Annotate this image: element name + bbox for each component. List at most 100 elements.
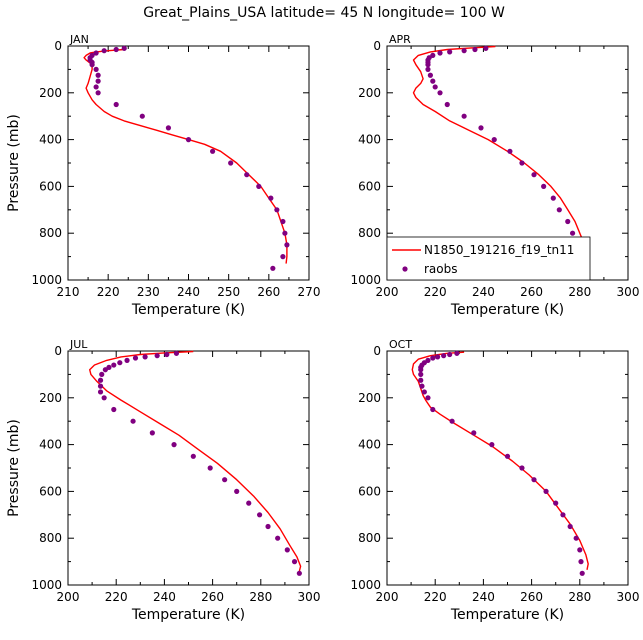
raobs-point — [111, 362, 117, 368]
x-tick-label: 300 — [617, 285, 640, 299]
raobs-point — [430, 406, 436, 413]
raobs-point — [421, 389, 427, 395]
raobs-point — [437, 50, 443, 56]
model-profile-line — [412, 45, 587, 264]
raobs-point — [210, 148, 216, 154]
raobs-point — [419, 383, 425, 389]
raobs-point — [430, 355, 436, 361]
raobs-point — [95, 90, 101, 96]
raobs-point — [579, 570, 585, 576]
x-tick-label: 200 — [376, 590, 399, 604]
raobs-point — [282, 230, 288, 236]
raobs-point — [444, 101, 450, 108]
y-tick-label: 0 — [373, 344, 381, 358]
raobs-point — [89, 62, 95, 68]
raobs-point — [519, 160, 525, 166]
raobs-point — [265, 523, 271, 530]
raobs-point — [461, 113, 467, 119]
raobs-point — [491, 137, 497, 143]
raobs-point — [185, 137, 192, 143]
y-tick-label: 400 — [39, 133, 62, 147]
raobs-point — [418, 367, 424, 373]
x-tick-label: 280 — [249, 590, 272, 604]
raobs-point — [173, 350, 180, 356]
y-tick-label: 0 — [54, 39, 62, 53]
raobs-point — [504, 453, 511, 459]
raobs-point — [550, 195, 556, 201]
raobs-point — [489, 442, 495, 448]
raobs-point — [435, 354, 441, 360]
raobs-point — [246, 500, 252, 506]
raobs-point — [93, 66, 99, 72]
x-tick-label: 240 — [153, 590, 176, 604]
raobs-point — [154, 353, 160, 359]
y-tick-label: 400 — [39, 438, 62, 452]
raobs-point — [418, 377, 424, 383]
raobs-point — [296, 570, 302, 576]
x-tick-label: 260 — [520, 590, 543, 604]
raobs-point — [117, 360, 123, 366]
x-tick-label: 200 — [376, 285, 399, 299]
raobs-point — [207, 465, 213, 471]
raobs-point — [531, 477, 537, 483]
raobs-point — [190, 453, 196, 459]
y-tick-label: 200 — [39, 391, 62, 405]
y-tick-label: 800 — [39, 531, 62, 545]
raobs-point — [228, 160, 234, 166]
raobs-point — [93, 50, 99, 56]
y-tick-label: 0 — [373, 39, 381, 53]
x-tick-label: 220 — [105, 590, 128, 604]
raobs-point — [425, 62, 431, 68]
raobs-point — [569, 230, 576, 236]
raobs-point — [99, 371, 105, 377]
raobs-point — [142, 354, 148, 360]
raobs-point — [430, 78, 436, 84]
model-profile-line — [88, 350, 302, 572]
raobs-point — [97, 383, 104, 389]
raobs-point — [441, 353, 447, 359]
raobs-point — [507, 148, 513, 154]
raobs-point — [97, 377, 104, 383]
y-axis-label: Pressure (mb) — [6, 419, 22, 517]
raobs-point — [256, 183, 262, 189]
x-axis-label: Temperature (K) — [131, 607, 245, 623]
panel-apr: 200 220 240 260 280 300 0 200 400 600 800 1000 Tempe… — [350, 33, 639, 318]
raobs-point — [139, 113, 145, 119]
raobs-point — [284, 547, 290, 553]
raobs-point — [432, 84, 438, 90]
raobs-point — [291, 559, 298, 565]
raobs-point — [97, 389, 104, 395]
raobs-point — [437, 90, 443, 96]
x-tick-label: 280 — [568, 590, 591, 604]
panels: 210 220 230 240 250 260 270 0 200 400 600 800 1000 Te… — [6, 33, 639, 623]
raobs-point — [425, 395, 431, 401]
raobs-point — [234, 488, 240, 494]
x-tick-label: 220 — [97, 285, 120, 299]
raobs-point — [573, 535, 579, 541]
y-tick-label: 800 — [358, 226, 381, 240]
x-tick-label: 260 — [520, 285, 543, 299]
raobs-point — [483, 45, 489, 51]
x-tick-label: 250 — [217, 285, 240, 299]
raobs-point — [93, 84, 99, 90]
raobs-point — [101, 48, 107, 54]
y-tick-label: 800 — [358, 531, 381, 545]
x-tick-label: 200 — [57, 590, 80, 604]
raobs-point — [121, 45, 127, 51]
raobs-point — [95, 78, 101, 84]
raobs-point — [461, 48, 467, 54]
raobs-point — [113, 101, 119, 108]
raobs-point — [130, 418, 136, 424]
raobs-point — [427, 72, 433, 78]
raobs-point — [132, 355, 139, 361]
model-profile-line — [411, 351, 589, 570]
raobs-point — [124, 357, 130, 363]
panel-jul: 200 220 240 260 280 300 0 200 400 600 800 1000 Tempe… — [6, 338, 320, 623]
raobs-point — [577, 547, 583, 553]
month-label: JUL — [69, 338, 88, 351]
x-tick-label: 220 — [424, 285, 447, 299]
legend-model-label: N1850_191216_f19_tn11 — [424, 243, 574, 257]
month-label: APR — [389, 33, 411, 46]
